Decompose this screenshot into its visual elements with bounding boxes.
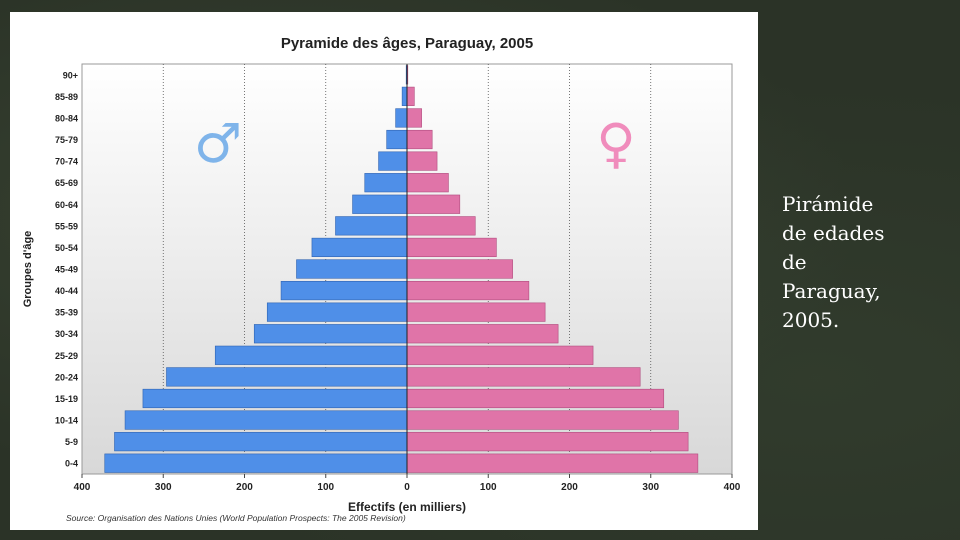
age-group-label: 35-39	[55, 308, 78, 318]
age-group-label: 45-49	[55, 265, 78, 275]
female-bar	[406, 86, 415, 106]
age-group-label: 30-34	[55, 329, 78, 339]
female-bar	[406, 108, 422, 128]
age-group-label: 70-74	[55, 157, 78, 167]
male-bar	[352, 194, 408, 214]
x-tick-label: 100	[317, 482, 334, 493]
male-bar	[395, 108, 408, 128]
male-bar	[311, 237, 408, 258]
x-tick-label: 400	[724, 482, 741, 493]
male-bar	[166, 367, 408, 387]
female-bar	[406, 388, 665, 409]
age-group-label: 0-4	[65, 459, 78, 469]
x-tick-label: 0	[404, 482, 410, 493]
female-bar	[406, 345, 594, 365]
female-bar	[406, 367, 641, 387]
male-bar	[364, 173, 408, 193]
age-group-label: 65-69	[55, 178, 78, 188]
female-bar	[406, 280, 530, 301]
male-bar	[266, 302, 408, 322]
x-tick-label: 200	[236, 482, 253, 493]
population-pyramid-chart: ♂ ♀ 0-4 5-9 10-14 15-19 20-24 25-29 30-34 35-39 40…	[22, 35, 741, 523]
source-note: Source: Organisation des Nations Unies (…	[66, 513, 406, 523]
age-group-label: 5-9	[65, 437, 78, 447]
male-bar	[104, 453, 408, 473]
male-bar	[296, 259, 408, 279]
male-bar	[378, 151, 408, 171]
male-bar	[142, 388, 408, 409]
female-bar	[406, 432, 689, 452]
age-group-label: 40-44	[55, 286, 78, 296]
age-group-label: 60-64	[55, 200, 78, 210]
age-group-label: 80-84	[55, 113, 78, 123]
age-group-label: 10-14	[55, 416, 78, 426]
chart-panel: ♂ ♀ 0-4 5-9 10-14 15-19 20-24 25-29 30-34 35-39 40…	[10, 12, 758, 530]
female-bar	[406, 410, 679, 430]
female-bar	[406, 237, 497, 258]
age-group-label: 15-19	[55, 394, 78, 404]
male-bar	[280, 280, 408, 301]
male-bar	[253, 324, 408, 344]
y-axis-label: Groupes d'âge	[22, 231, 34, 308]
female-symbol-icon: ♀	[596, 112, 636, 175]
female-bar	[406, 194, 461, 214]
x-tick-label: 400	[74, 482, 91, 493]
age-group-label: 90+	[63, 70, 78, 80]
chart-title: Pyramide des âges, Paraguay, 2005	[281, 35, 533, 52]
female-bar	[406, 324, 559, 344]
male-bar	[335, 216, 408, 236]
female-bar	[406, 453, 699, 473]
x-tick-label: 200	[561, 482, 578, 493]
female-bar	[406, 151, 438, 171]
x-tick-label: 100	[480, 482, 497, 493]
female-bar	[406, 259, 513, 279]
male-bar	[114, 432, 408, 452]
age-group-label: 25-29	[55, 351, 78, 361]
male-bar	[124, 410, 408, 430]
age-group-label: 75-79	[55, 135, 78, 145]
male-bar	[386, 129, 408, 150]
female-bar	[406, 173, 449, 193]
x-tick-label: 300	[642, 482, 659, 493]
slide-caption: Pirámide de edades de Paraguay, 2005.	[782, 192, 885, 332]
female-bar	[406, 302, 546, 322]
male-symbol-icon: ♂	[194, 112, 242, 175]
age-group-label: 20-24	[55, 372, 78, 382]
female-bar	[406, 129, 433, 150]
age-group-label: 50-54	[55, 243, 78, 253]
age-group-label: 85-89	[55, 92, 78, 102]
age-group-label: 55-59	[55, 221, 78, 231]
female-bar	[406, 216, 476, 236]
x-tick-label: 300	[155, 482, 172, 493]
male-bar	[214, 345, 408, 365]
x-axis-label: Effectifs (en milliers)	[348, 500, 466, 514]
male-bar	[401, 86, 408, 106]
